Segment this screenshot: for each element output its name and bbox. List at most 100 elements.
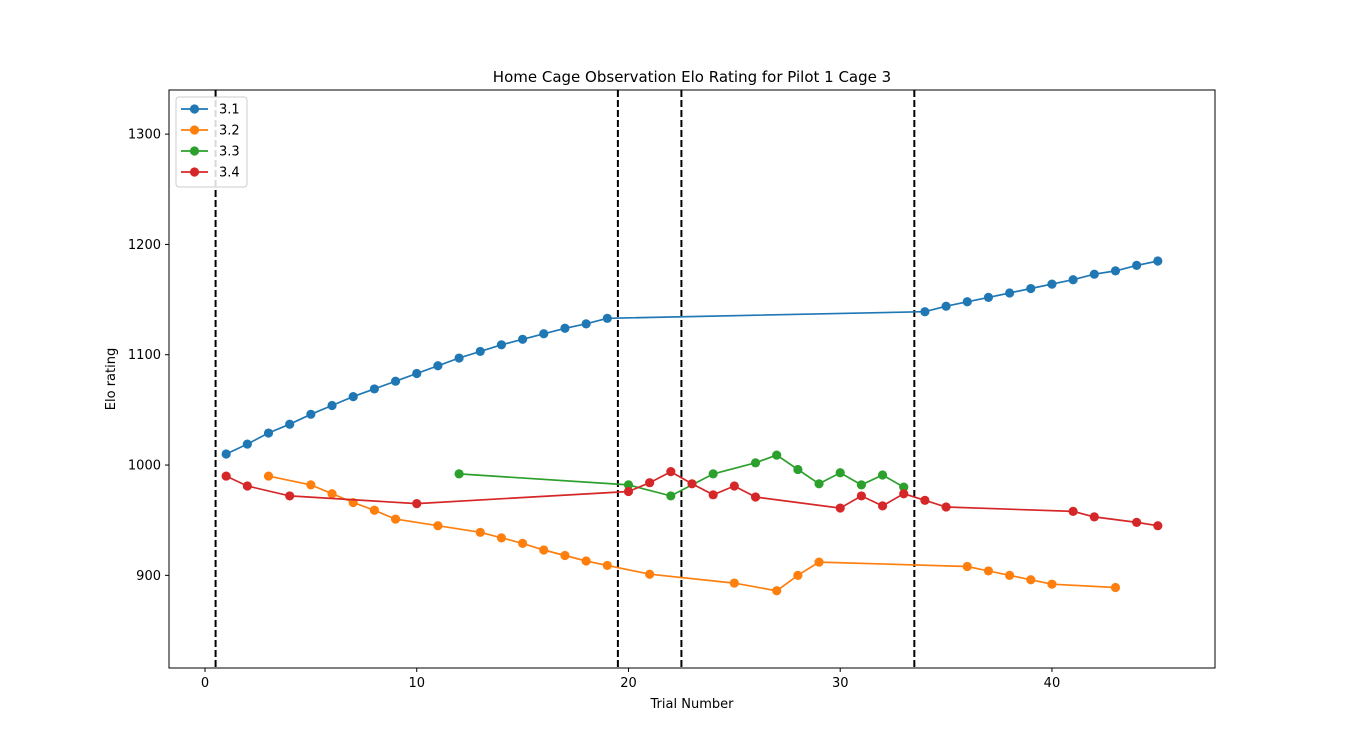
x-tick-label: 30: [832, 676, 849, 691]
data-point: [983, 292, 994, 302]
legend-marker: [189, 167, 200, 177]
data-point: [306, 409, 316, 419]
data-point: [687, 479, 697, 489]
legend-item-3.4: 3.4: [181, 166, 240, 181]
x-tick-label: 40: [1044, 676, 1061, 691]
data-point: [581, 556, 591, 566]
data-point: [623, 486, 634, 497]
data-point: [412, 499, 422, 509]
legend-box: [175, 96, 248, 188]
data-point: [708, 469, 718, 479]
series-lines: [221, 256, 1163, 596]
data-point: [1153, 256, 1163, 266]
series-3.4: [221, 467, 1163, 531]
data-point: [623, 480, 634, 490]
data-point: [1110, 266, 1121, 276]
data-point: [899, 482, 909, 492]
data-point: [581, 319, 591, 329]
data-point: [539, 545, 549, 555]
data-point: [602, 313, 612, 323]
data-point: [772, 450, 782, 460]
data-point: [369, 384, 379, 394]
legend-item-3.3: 3.3: [181, 145, 240, 160]
data-point: [327, 400, 337, 411]
data-point: [856, 491, 866, 501]
y-axis-label: Elo rating: [104, 348, 119, 410]
data-point: [1005, 288, 1015, 298]
y-tick-label: 1000: [128, 459, 161, 474]
legend-label: 3.2: [219, 124, 240, 139]
data-point: [835, 468, 845, 478]
data-point: [941, 502, 951, 512]
data-point: [793, 464, 803, 475]
data-point: [856, 480, 866, 490]
data-point: [1110, 582, 1121, 593]
data-point: [539, 329, 549, 339]
plot-frame: [168, 89, 1216, 669]
data-point: [1005, 570, 1015, 580]
data-point: [475, 346, 485, 357]
data-point: [666, 467, 676, 477]
data-point: [1026, 283, 1036, 294]
legend-marker: [189, 104, 200, 114]
data-point: [263, 471, 274, 481]
data-point: [496, 533, 507, 543]
data-point: [835, 503, 845, 513]
data-point: [242, 481, 252, 491]
y-tick-label: 1100: [128, 348, 161, 363]
data-point: [1068, 506, 1078, 516]
data-point: [560, 323, 570, 333]
legend-item-3.2: 3.2: [181, 124, 240, 139]
data-point: [433, 361, 443, 371]
data-point: [285, 419, 295, 429]
data-point: [1089, 512, 1099, 522]
data-point: [708, 490, 718, 500]
data-point: [348, 392, 358, 402]
data-point: [814, 557, 824, 567]
data-point: [941, 301, 951, 311]
data-point: [983, 566, 994, 576]
y-tick-label: 900: [136, 569, 161, 584]
y-tick-label: 1300: [128, 128, 161, 143]
data-point: [285, 491, 295, 501]
series-3.3: [454, 450, 909, 501]
data-point: [602, 560, 612, 571]
data-point: [1068, 275, 1078, 285]
data-point: [793, 570, 803, 580]
data-point: [306, 480, 316, 490]
data-point: [390, 514, 401, 524]
data-point: [729, 481, 739, 491]
data-point: [1047, 579, 1057, 589]
y-tick-label: 1200: [128, 238, 161, 253]
data-point: [1047, 279, 1057, 289]
data-point: [899, 489, 909, 499]
data-point: [920, 307, 930, 317]
legend-item-3.1: 3.1: [181, 103, 240, 118]
data-point: [390, 376, 401, 386]
data-point: [1132, 260, 1142, 270]
data-point: [518, 334, 528, 344]
data-point: [369, 505, 379, 515]
data-point: [666, 491, 676, 501]
x-tick-label: 20: [620, 676, 637, 691]
data-point: [242, 439, 252, 449]
data-point: [327, 489, 337, 499]
legend-label: 3.1: [219, 103, 240, 118]
data-point: [962, 297, 972, 307]
legend-marker: [189, 146, 200, 156]
data-point: [750, 492, 761, 502]
data-point: [877, 470, 888, 480]
chart-title: Home Cage Observation Elo Rating for Pil…: [493, 68, 891, 86]
data-point: [454, 353, 464, 363]
data-point: [1089, 269, 1099, 279]
data-point: [221, 449, 231, 459]
x-axis-label: Trial Number: [650, 697, 735, 712]
data-point: [920, 495, 930, 505]
data-point: [412, 368, 422, 379]
legend: 3.1 3.2 3.3 3.4: [175, 96, 248, 188]
data-point: [1132, 517, 1142, 527]
data-point: [729, 578, 739, 588]
data-point: [772, 586, 782, 596]
legend-marker: [189, 125, 200, 135]
